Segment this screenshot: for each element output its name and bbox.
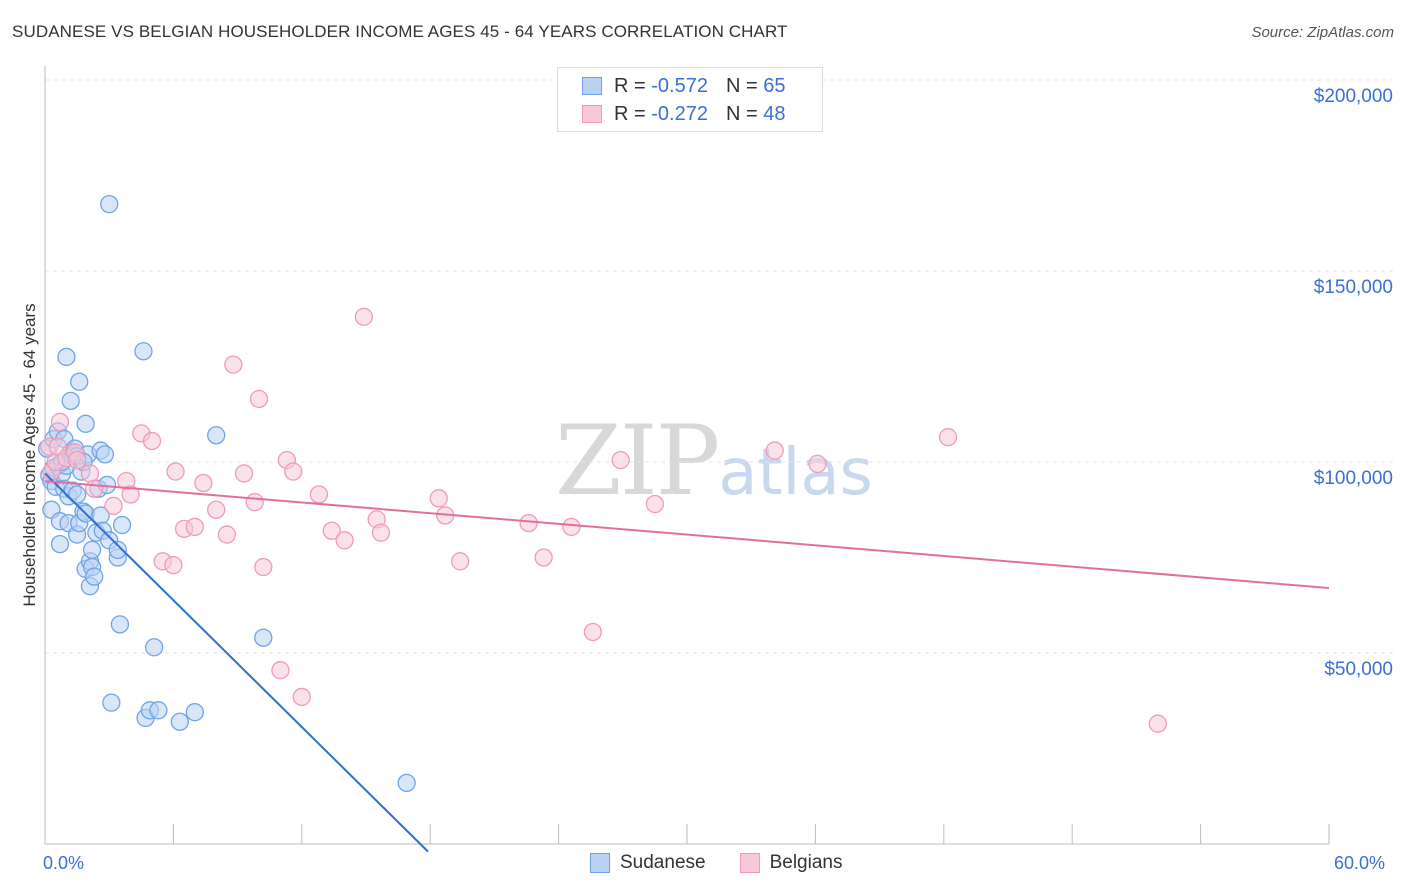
sudanese-swatch [582, 77, 602, 95]
sudanese-point-44 [95, 445, 115, 464]
belgians-point-38 [429, 489, 448, 508]
belgians-point-14 [142, 431, 162, 451]
sudanese-point-30 [76, 414, 95, 433]
belgians-point-49 [938, 428, 958, 447]
belgians-point-42 [534, 548, 553, 567]
belgians-point-28 [271, 661, 290, 680]
chart-source: Source: ZipAtlas.com [1251, 24, 1394, 41]
belgians-point-17 [166, 462, 185, 481]
sudanese-point-59 [185, 703, 204, 722]
x-tick-label-min: 0.0% [43, 853, 85, 873]
belgians-point-4 [50, 412, 70, 432]
belgians-point-25 [245, 492, 264, 512]
sudanese-point-23 [67, 485, 87, 504]
sudanese-swatch [590, 853, 610, 873]
sudanese-point-37 [82, 540, 102, 560]
sudanese-point-38 [85, 567, 104, 586]
y-axis-label: Householder Income Ages 45 - 64 years [20, 303, 39, 607]
belgians-point-12 [121, 485, 140, 504]
belgians-point-32 [309, 485, 329, 504]
n-value: 65 [763, 74, 786, 97]
sudanese-point-47 [102, 693, 121, 712]
belgians-point-31 [292, 687, 311, 707]
sudanese-point-18 [61, 391, 80, 411]
legend-label-sudanese: Sudanese [620, 852, 706, 873]
r-label: R = [614, 102, 646, 125]
stats-legend-row-belgians: R = -0.272 N = 48 [582, 100, 785, 128]
sudanese-point-57 [149, 701, 168, 720]
stats-legend-row-sudanese: R = -0.572 N = 65 [582, 72, 785, 100]
sudanese-point-49 [108, 540, 127, 560]
watermark-atlas: atlas [718, 436, 873, 510]
sudanese-point-60 [207, 426, 226, 445]
belgians-point-33 [322, 521, 341, 540]
sudanese-point-53 [134, 342, 153, 361]
belgians-point-23 [224, 355, 243, 374]
sudanese-point-56 [144, 638, 164, 657]
sudanese-point-50 [110, 615, 130, 634]
r-label: R = [614, 74, 646, 97]
n-label: N = [725, 102, 758, 125]
belgians-point-47 [765, 441, 784, 460]
belgians-point-41 [519, 513, 538, 533]
sudanese-point-58 [170, 712, 189, 731]
legend-label-belgians: Belgians [769, 852, 843, 873]
sudanese-point-52 [100, 194, 119, 214]
belgians-point-45 [611, 450, 630, 470]
series-legend: Sudanese Belgians [590, 852, 876, 874]
belgians-point-50 [1148, 714, 1167, 733]
belgians-point-8 [80, 464, 100, 483]
sudanese-point-51 [112, 515, 132, 535]
belgians-point-34 [335, 531, 354, 550]
stats-legend: R = -0.572 N = 65 R = -0.272 N = 48 [557, 67, 823, 132]
belgians-swatch [739, 853, 760, 873]
n-value: 48 [763, 102, 786, 125]
x-tick-label-max: 60.0% [1334, 853, 1386, 873]
belgians-point-30 [284, 462, 303, 481]
belgians-point-26 [249, 389, 269, 409]
belgians-point-40 [451, 552, 470, 571]
belgians-point-21 [207, 500, 226, 519]
belgians-point-35 [354, 307, 374, 326]
sudanese-trend-line [44, 472, 429, 853]
y-tick-label-150000: $150,000 [1313, 277, 1393, 298]
r-value: -0.272 [651, 102, 708, 125]
belgians-point-37 [371, 523, 391, 542]
belgians-point-22 [217, 525, 237, 544]
watermark: ZIPatlas [555, 405, 873, 517]
watermark-zip: ZIP [555, 405, 720, 517]
belgians-point-9 [85, 479, 104, 498]
sudanese-point-14 [57, 347, 76, 367]
n-label: N = [725, 74, 758, 97]
legend-item-sudanese[interactable]: Sudanese [590, 852, 706, 874]
belgians-point-10 [104, 496, 123, 516]
belgians-swatch [582, 105, 602, 123]
belgians-point-46 [645, 494, 665, 514]
belgians-point-24 [234, 464, 254, 483]
belgians-point-43 [562, 517, 581, 537]
belgians-point-7 [67, 450, 87, 470]
belgians-point-48 [808, 454, 827, 474]
belgians-point-20 [194, 473, 213, 493]
sudanese-point-9 [50, 534, 70, 554]
belgians-point-44 [583, 622, 602, 642]
legend-item-belgians[interactable]: Belgians [739, 852, 843, 874]
belgians-point-19 [185, 517, 204, 537]
sudanese-point-61 [254, 628, 273, 647]
r-value: -0.572 [651, 74, 708, 97]
y-tick-label-100000: $100,000 [1313, 468, 1393, 489]
y-tick-label-50000: $50,000 [1324, 659, 1393, 680]
sudanese-point-62 [397, 773, 416, 793]
belgians-trend-line [44, 480, 1330, 590]
y-tick-label-200000: $200,000 [1313, 86, 1393, 107]
belgians-point-27 [254, 557, 273, 577]
belgians-point-16 [164, 555, 183, 575]
chart-title: SUDANESE VS BELGIAN HOUSEHOLDER INCOME A… [12, 22, 788, 41]
sudanese-point-26 [70, 372, 89, 391]
